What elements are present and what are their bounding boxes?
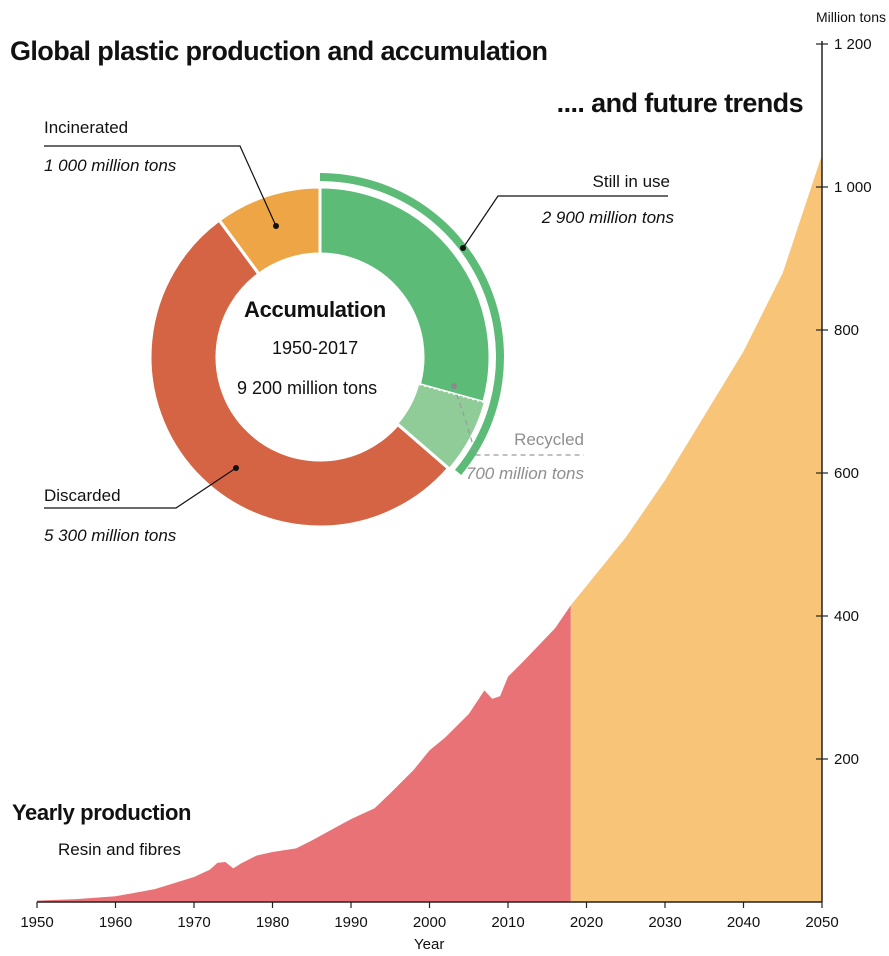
- discarded-label: Discarded: [44, 486, 121, 505]
- recycled-leader: [453, 385, 584, 456]
- chart-title: Global plastic production and accumulati…: [10, 36, 548, 66]
- x-tick-label: 2010: [491, 914, 524, 931]
- x-tick-label: 2050: [805, 914, 838, 931]
- incinerated-label: Incinerated: [44, 118, 129, 137]
- x-axis-label: Year: [414, 936, 445, 953]
- y-axis-label: Million tons: [815, 9, 886, 25]
- recycled-dot: [451, 383, 457, 389]
- x-tick-label: 2040: [727, 914, 760, 931]
- recycled-label: Recycled: [514, 430, 584, 449]
- donut-separator: [396, 422, 451, 471]
- y-tick-label: 400: [834, 608, 859, 625]
- still-in-use-leader: [462, 195, 668, 249]
- donut-separator: [217, 218, 261, 276]
- donut-segment-discarded: [148, 218, 451, 529]
- still-in-use-label: Still in use: [592, 172, 670, 191]
- still-in-use-dot: [460, 245, 466, 251]
- x-tick-label: 1970: [177, 914, 210, 931]
- y-tick-label: 800: [834, 322, 859, 339]
- discarded-amount: 5 300 million tons: [44, 526, 177, 545]
- area-series-1: [570, 154, 822, 903]
- y-tick-label: 600: [834, 465, 859, 482]
- donut-segment-recycled: [397, 384, 484, 469]
- incinerated-dot: [273, 223, 279, 229]
- x-tick-label: 2030: [648, 914, 681, 931]
- accumulation-title: Accumulation: [244, 297, 386, 322]
- x-tick-label: 1980: [256, 914, 289, 931]
- discarded-dot: [233, 465, 239, 471]
- incinerated-amount: 1 000 million tons: [44, 156, 177, 175]
- discarded-leader: [44, 467, 237, 509]
- yearly-production-title: Yearly production: [12, 800, 192, 825]
- x-tick-label: 2000: [413, 914, 446, 931]
- y-tick-label: 1 000: [834, 179, 872, 196]
- yearly-production-subtitle: Resin and fibres: [58, 840, 181, 859]
- donut-segment-still-in-use: [318, 185, 492, 405]
- x-tick-label: 2020: [570, 914, 603, 931]
- x-tick-label: 1950: [20, 914, 53, 931]
- x-tick-label: 1990: [334, 914, 367, 931]
- accumulation-total: 9 200 million tons: [237, 378, 378, 398]
- incinerated-leader: [44, 145, 277, 227]
- y-tick-label: 1 200: [834, 36, 872, 53]
- area-series-0: [37, 605, 571, 902]
- accumulation-years: 1950-2017: [272, 338, 359, 358]
- x-tick-label: 1960: [99, 914, 132, 931]
- still-in-use-amount: 2 900 million tons: [541, 208, 674, 227]
- recycled-divider: [419, 383, 485, 404]
- recycled-amount: 700 million tons: [465, 464, 584, 483]
- y-tick-label: 200: [834, 751, 859, 768]
- chart-subtitle: .... and future trends: [556, 88, 804, 118]
